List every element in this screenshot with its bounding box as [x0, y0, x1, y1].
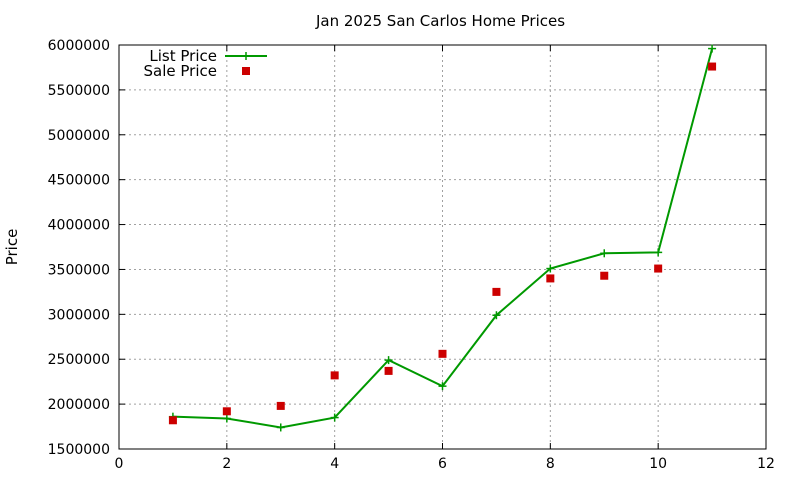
list-price-point-8: [600, 249, 609, 258]
grid: [119, 45, 766, 449]
sale-price-point-9: [654, 264, 663, 273]
y-tick-label-2: 2500000: [48, 352, 110, 368]
y-axis-label: Price: [3, 229, 21, 266]
sale-price-point-5: [438, 349, 447, 358]
legend-swatch-marker-list-price: [242, 52, 250, 60]
legend-label-sale-price: Sale Price: [144, 62, 217, 80]
y-tick-label-7: 5000000: [48, 128, 110, 144]
sale-price-point-1: [222, 407, 231, 416]
series-list-price: [168, 44, 717, 432]
list-price-point-2: [276, 423, 285, 432]
series-layer: [168, 44, 717, 432]
chart-title: Jan 2025 San Carlos Home Prices: [315, 12, 565, 30]
x-tick-label-1: 2: [222, 456, 231, 472]
list-price-point-3: [330, 413, 339, 422]
series-sale-price: [168, 62, 717, 425]
y-tick-label-9: 6000000: [48, 38, 110, 54]
sale-price-point-4: [384, 366, 393, 375]
legend-swatch-sale-price: [242, 67, 250, 75]
sale-price-point-0: [168, 416, 177, 425]
sale-price-point-3: [330, 371, 339, 380]
legend-label-list-price: List Price: [149, 47, 217, 65]
y-tick-label-1: 2000000: [48, 397, 110, 413]
y-tick-label-8: 5500000: [48, 83, 110, 99]
list-price-point-7: [546, 264, 555, 273]
x-tick-label-2: 4: [330, 456, 339, 472]
axes: [118, 44, 767, 450]
x-tick-label-0: 0: [115, 456, 124, 472]
list-price-point-4: [384, 356, 393, 365]
sale-price-point-2: [276, 401, 285, 410]
x-tick-label-6: 12: [757, 456, 775, 472]
sale-price-point-7: [546, 274, 555, 283]
list-price-point-1: [222, 414, 231, 423]
tick-labels: 0 2 4 6 8 10 12 1500000 2000000 2500000 3000000 350…: [48, 38, 775, 472]
y-tick-label-5: 4000000: [48, 218, 110, 234]
sale-price-point-8: [600, 271, 609, 280]
y-tick-label-4: 3500000: [48, 262, 110, 278]
list-price-point-9: [654, 248, 663, 257]
list-price-point-10: [708, 44, 717, 53]
list-price-point-6: [492, 311, 501, 320]
y-tick-label-6: 4500000: [48, 173, 110, 189]
y-tick-label-0: 1500000: [48, 442, 110, 458]
x-tick-label-4: 8: [546, 456, 555, 472]
sale-price-point-10: [708, 62, 717, 71]
sale-price-point-6: [492, 287, 501, 296]
x-tick-label-5: 10: [649, 456, 667, 472]
y-tick-label-3: 3000000: [48, 307, 110, 323]
list-price-point-5: [438, 382, 447, 391]
x-tick-label-3: 6: [438, 456, 447, 472]
